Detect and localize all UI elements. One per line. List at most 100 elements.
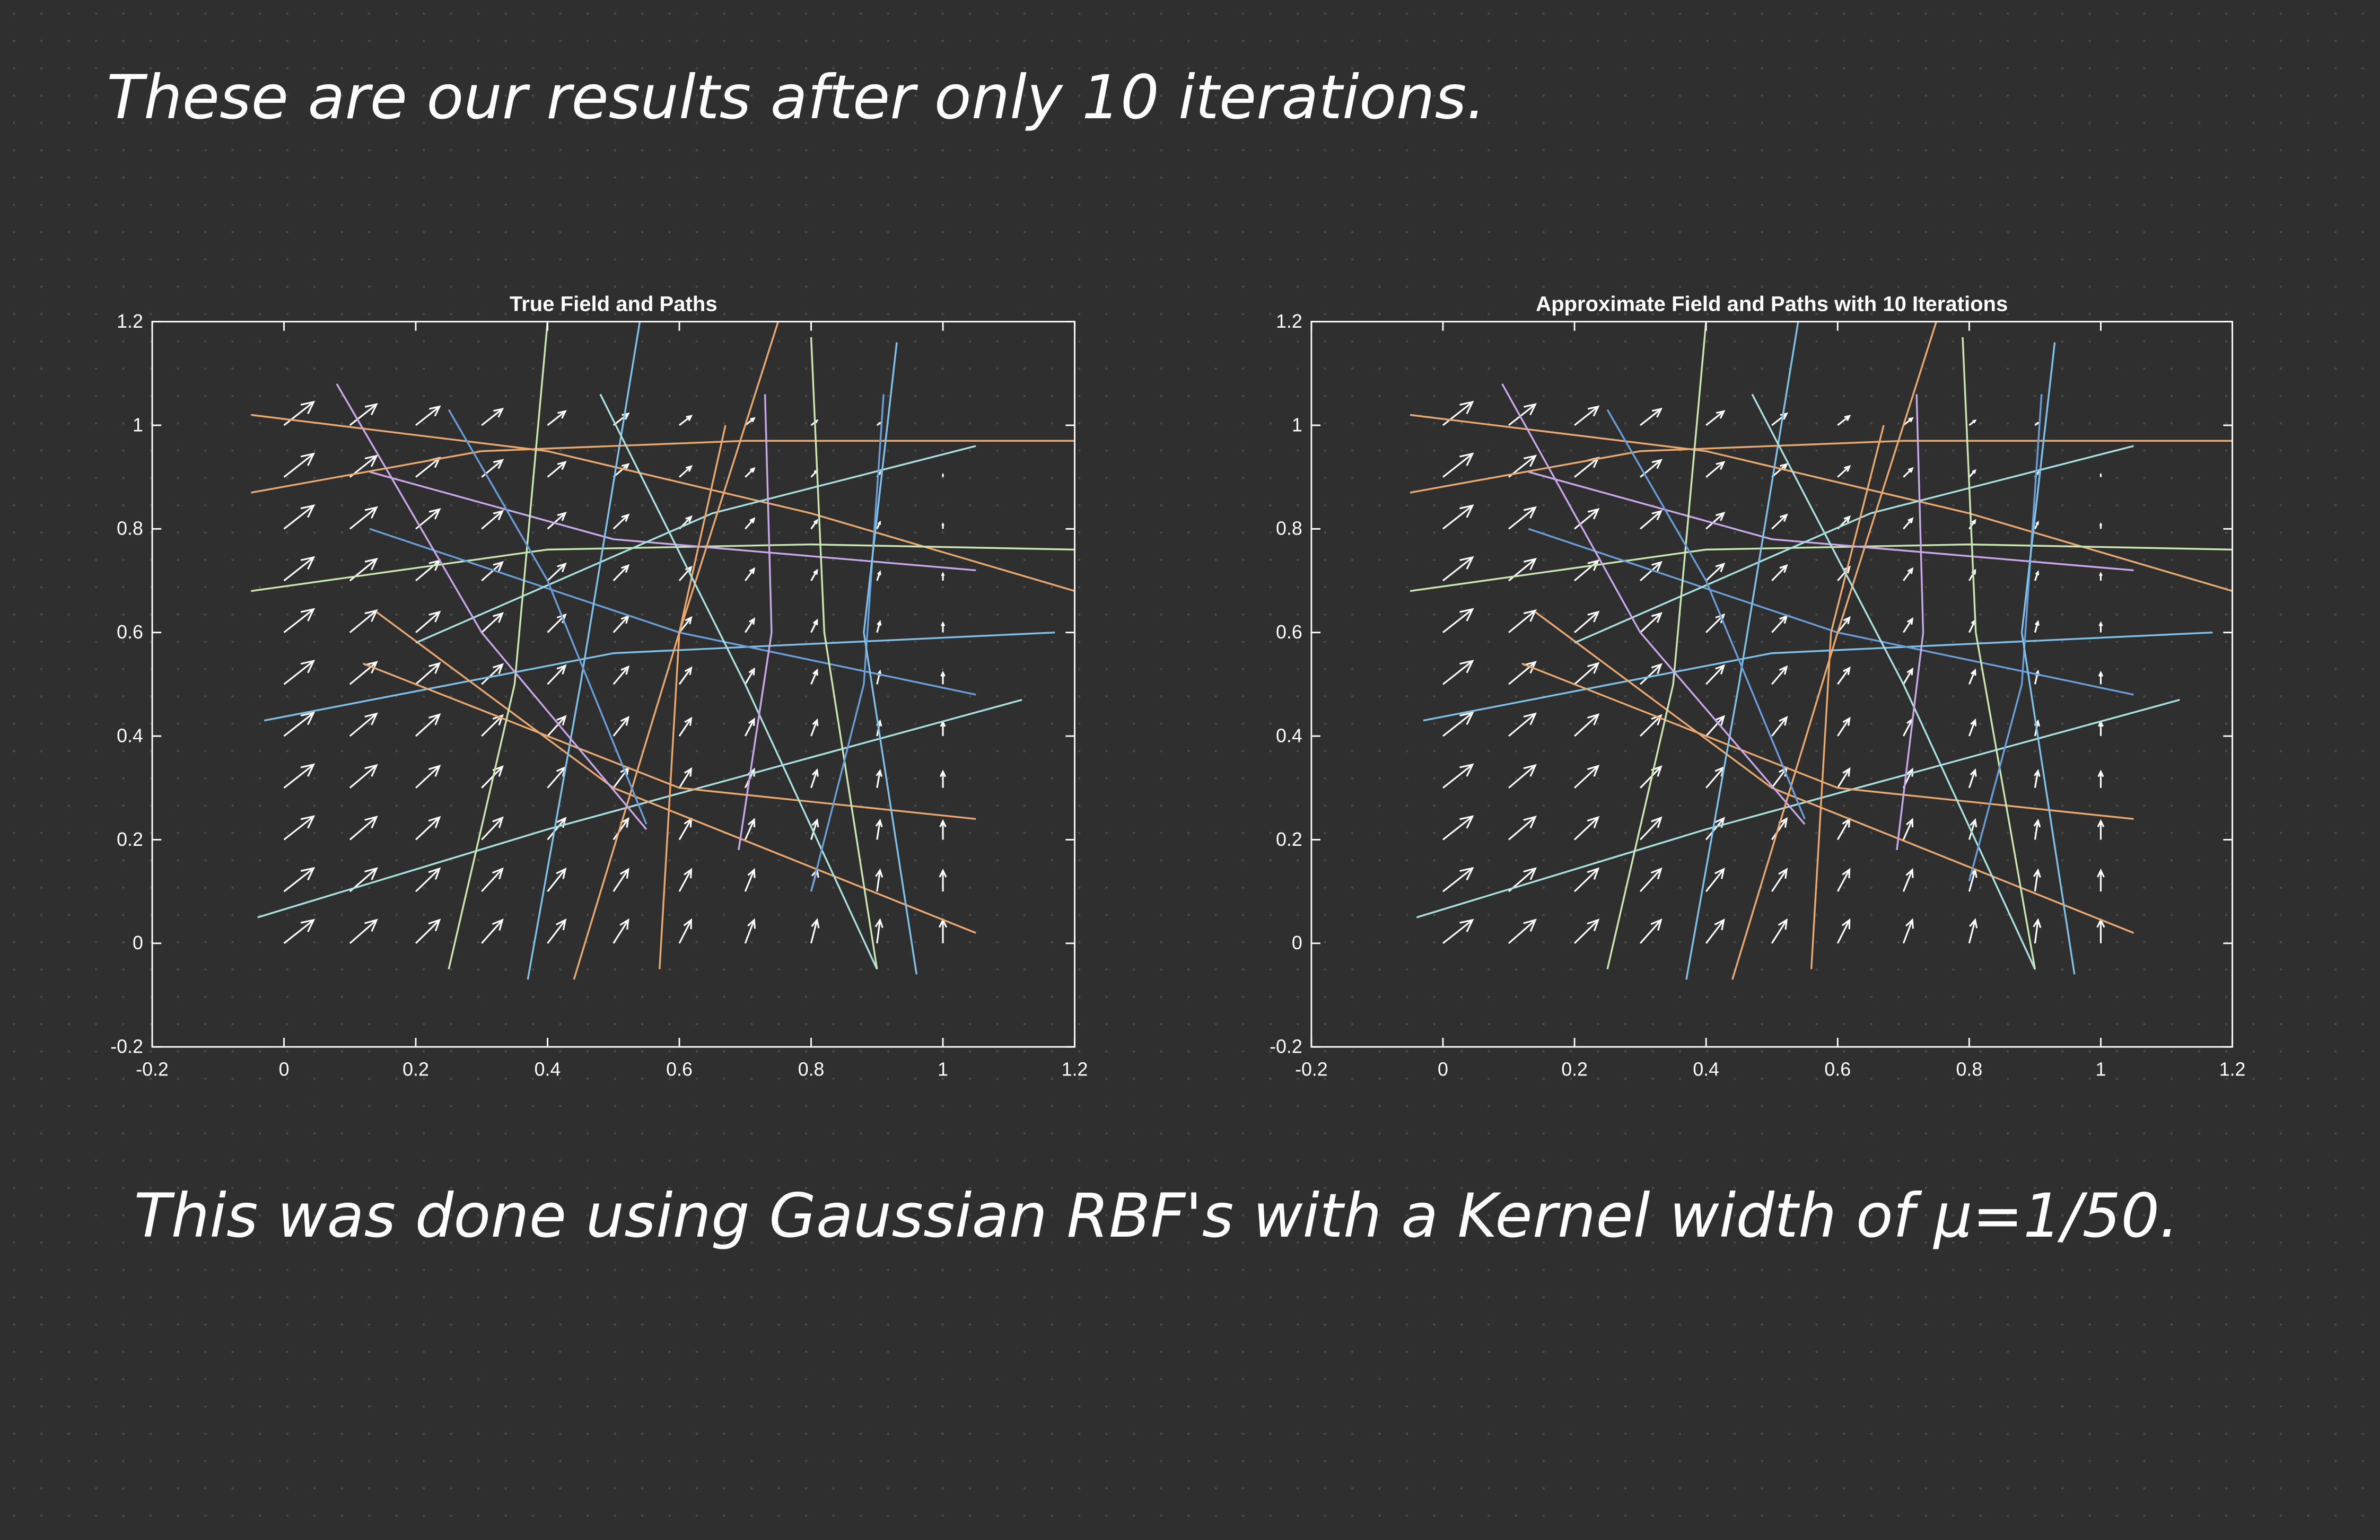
field-arrow <box>547 410 567 426</box>
field-arrow <box>481 561 504 582</box>
path-line <box>1685 321 1799 980</box>
field-arrow <box>481 407 504 426</box>
field-arrow <box>678 616 693 633</box>
field-arrow <box>1836 716 1851 737</box>
field-arrow <box>349 712 378 737</box>
path-line <box>362 662 976 820</box>
field-arrow <box>2034 570 2040 581</box>
field-arrow <box>745 417 756 426</box>
y-tick-label: 0.6 <box>1276 622 1302 643</box>
field-arrow <box>415 867 441 892</box>
field-arrow <box>1836 918 1851 944</box>
x-tick-label: 0.6 <box>666 1059 693 1080</box>
field-arrow <box>1705 664 1726 685</box>
field-arrow <box>481 867 504 892</box>
field-arrow <box>2098 621 2103 633</box>
field-arrow <box>744 918 756 944</box>
field-arrow <box>1574 405 1600 426</box>
y-tick-label: 0 <box>1292 932 1302 953</box>
y-tick-label: 1 <box>1292 414 1302 435</box>
field-arrow <box>1771 463 1788 478</box>
x-tick-label: 1 <box>2096 1059 2106 1080</box>
path-line <box>1410 440 2233 494</box>
field-arrow <box>1902 667 1913 685</box>
field-arrow <box>2034 520 2039 529</box>
field-arrow <box>1508 403 1537 426</box>
field-arrow <box>1508 661 1537 685</box>
x-tick-label: 1.2 <box>2219 1059 2246 1080</box>
field-arrow <box>1508 815 1537 841</box>
field-arrow <box>1771 868 1788 892</box>
field-arrow <box>547 562 567 582</box>
field-arrow <box>2034 619 2040 633</box>
x-tick-label: 0.4 <box>535 1059 561 1080</box>
field-arrow <box>1442 400 1474 426</box>
field-arrow <box>1442 918 1474 944</box>
field-arrow <box>1442 608 1474 633</box>
field-arrow <box>876 422 882 426</box>
field-arrow <box>2099 522 2103 529</box>
field-arrow <box>415 713 441 737</box>
field-arrow <box>1574 764 1600 789</box>
field-arrow <box>547 868 567 892</box>
field-arrow <box>283 400 316 426</box>
y-tick-label: 0.8 <box>117 518 143 539</box>
field-arrow <box>1574 662 1600 685</box>
field-arrow <box>1574 713 1600 737</box>
field-arrow <box>349 661 378 685</box>
field-arrow <box>1574 559 1600 582</box>
field-arrow <box>1771 918 1788 944</box>
field-arrow <box>481 816 504 841</box>
field-arrow <box>678 716 693 737</box>
field-arrow <box>940 621 946 633</box>
x-tick-label: 0.6 <box>1824 1059 1851 1080</box>
field-arrow <box>612 817 629 841</box>
field-arrow <box>939 769 947 788</box>
field-arrow <box>1640 714 1662 737</box>
field-arrow <box>1442 711 1474 737</box>
field-arrow <box>810 568 818 581</box>
field-arrow <box>1574 508 1600 530</box>
field-arrow <box>349 918 378 944</box>
path-line <box>2020 342 2076 975</box>
field-arrow <box>1837 465 1851 478</box>
field-arrow <box>1902 868 1914 892</box>
field-arrow <box>1771 716 1788 737</box>
field-arrow <box>1508 764 1537 789</box>
field-arrow <box>1640 510 1662 530</box>
field-arrow <box>941 472 944 477</box>
field-arrow <box>1771 817 1788 841</box>
field-arrow <box>547 461 567 478</box>
path-line <box>810 337 878 969</box>
path-line <box>1606 321 1707 970</box>
chart: True Field and Paths -0.2 0 0.2 0.4 0.6 0.8 1 1.… <box>110 293 1088 1080</box>
field-arrow <box>349 609 378 633</box>
path-line <box>1528 471 2134 572</box>
path-line <box>1534 611 2134 934</box>
x-tick-label: 0.4 <box>1693 1059 1719 1080</box>
x-tick-label: 0 <box>279 1059 290 1080</box>
field-arrow <box>1508 609 1537 633</box>
field-arrow <box>939 819 947 840</box>
field-arrow <box>1903 567 1914 581</box>
field-arrow <box>939 868 947 892</box>
field-arrow <box>1574 610 1600 633</box>
field-arrow <box>349 764 378 789</box>
path-line <box>1423 631 2213 722</box>
chart-title: Approximate Field and Paths with 10 Iter… <box>1536 293 2008 316</box>
field-arrow <box>283 815 316 841</box>
field-arrow <box>1903 417 1914 426</box>
field-arrow <box>875 818 883 840</box>
field-arrow <box>2098 670 2104 685</box>
path-line <box>1731 321 1937 980</box>
path-line <box>1896 394 1924 851</box>
field-arrow <box>1508 712 1537 737</box>
field-arrow <box>612 564 630 582</box>
path-line <box>448 321 549 970</box>
path-line <box>1521 662 2134 820</box>
x-tick-label: 1 <box>938 1059 948 1080</box>
field-arrow <box>2099 572 2103 581</box>
field-arrow <box>1508 918 1537 944</box>
field-arrow <box>1968 818 1978 840</box>
